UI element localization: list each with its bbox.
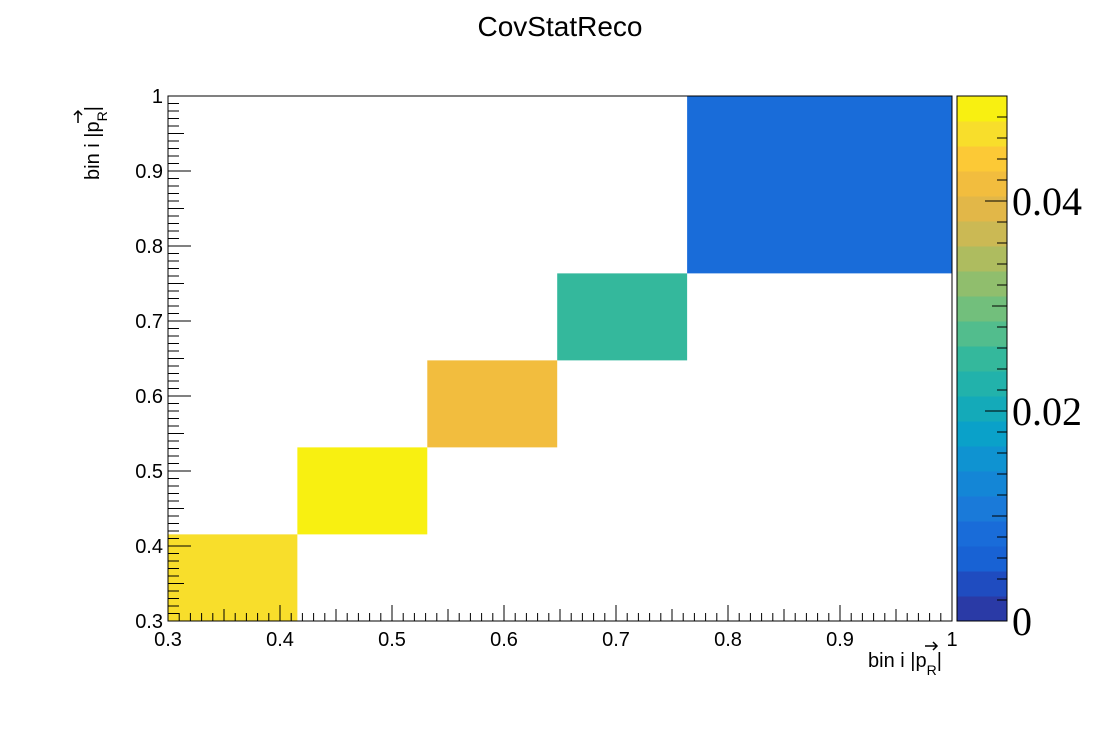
palette-segment xyxy=(957,246,1007,272)
x-axis-label-p: p xyxy=(915,650,926,672)
x-tick-label: 0.6 xyxy=(490,629,518,651)
heatmap-cell-3 xyxy=(557,273,688,361)
y-tick-label: 0.6 xyxy=(135,386,163,408)
palette-segment xyxy=(957,371,1007,397)
palette-ticks: 0 0.02 0.04 xyxy=(985,95,1082,644)
palette-frame xyxy=(956,95,1008,622)
palette-segment xyxy=(957,221,1007,247)
y-tick-label: 1 xyxy=(152,86,163,108)
x-tick-labels: 0.3 0.4 0.5 0.6 0.7 0.8 0.9 1 xyxy=(154,629,957,651)
heatmap-cell-4 xyxy=(687,96,952,274)
x-axis-label: bin i |pR| xyxy=(868,641,942,678)
heatmap-cell-1 xyxy=(297,447,428,535)
palette-segment xyxy=(957,496,1007,522)
y-axis-label-text: bin i |pR| xyxy=(82,106,110,180)
y-tick-label: 0.9 xyxy=(135,161,163,183)
palette-segment xyxy=(957,546,1007,572)
palette-tick-label: 0 xyxy=(1012,599,1032,644)
y-axis-label: bin i |pR| xyxy=(73,106,110,180)
y-axis-label-sub: R xyxy=(94,111,110,121)
palette-segment xyxy=(957,296,1007,322)
palette-segment xyxy=(957,196,1007,222)
palette-tick-marks xyxy=(985,95,1007,622)
y-tick-label: 0.4 xyxy=(135,536,163,558)
x-tick-label: 1 xyxy=(946,629,957,651)
axis-ticks xyxy=(167,95,953,622)
x-tick-label: 0.8 xyxy=(714,629,742,651)
palette-tick-label: 0.02 xyxy=(1012,389,1082,434)
y-axis-label-vector-arrow xyxy=(73,109,83,123)
palette-segment xyxy=(957,121,1007,147)
palette-segment xyxy=(957,271,1007,297)
color-palette xyxy=(957,96,1007,622)
heatmap-cell-2 xyxy=(427,360,558,448)
x-tick-label: 0.5 xyxy=(378,629,406,651)
palette-segment xyxy=(957,171,1007,197)
palette-segment xyxy=(957,571,1007,597)
y-tick-label: 0.8 xyxy=(135,236,163,258)
y-tick-label: 0.7 xyxy=(135,311,163,333)
x-tick-label: 0.7 xyxy=(602,629,630,651)
x-tick-label: 0.3 xyxy=(154,629,182,651)
x-axis-label-sub: R xyxy=(927,662,937,678)
axis-tick-marks xyxy=(167,95,953,622)
palette-segment xyxy=(957,446,1007,472)
y-tick-label: 0.3 xyxy=(135,611,163,633)
palette-segment xyxy=(957,471,1007,497)
heatmap-cells xyxy=(168,96,952,621)
y-tick-labels: 0.3 0.4 0.5 0.6 0.7 0.8 0.9 1 xyxy=(135,86,163,633)
x-axis-label-vector-arrow xyxy=(925,641,939,651)
chart-title: CovStatReco xyxy=(478,11,643,42)
x-tick-label: 0.9 xyxy=(826,629,854,651)
y-tick-label: 0.5 xyxy=(135,461,163,483)
palette-segment xyxy=(957,346,1007,372)
palette-segment xyxy=(957,321,1007,347)
palette-segment xyxy=(957,521,1007,547)
palette-tick-label: 0.04 xyxy=(1012,179,1082,224)
x-axis-label-text: bin i |pR| xyxy=(868,650,942,678)
y-axis-label-p: p xyxy=(82,121,104,132)
palette-segment xyxy=(957,396,1007,422)
palette-segment xyxy=(957,96,1007,122)
palette-segment xyxy=(957,421,1007,447)
heatmap-cell-0 xyxy=(168,534,298,621)
x-tick-label: 0.4 xyxy=(266,629,294,651)
